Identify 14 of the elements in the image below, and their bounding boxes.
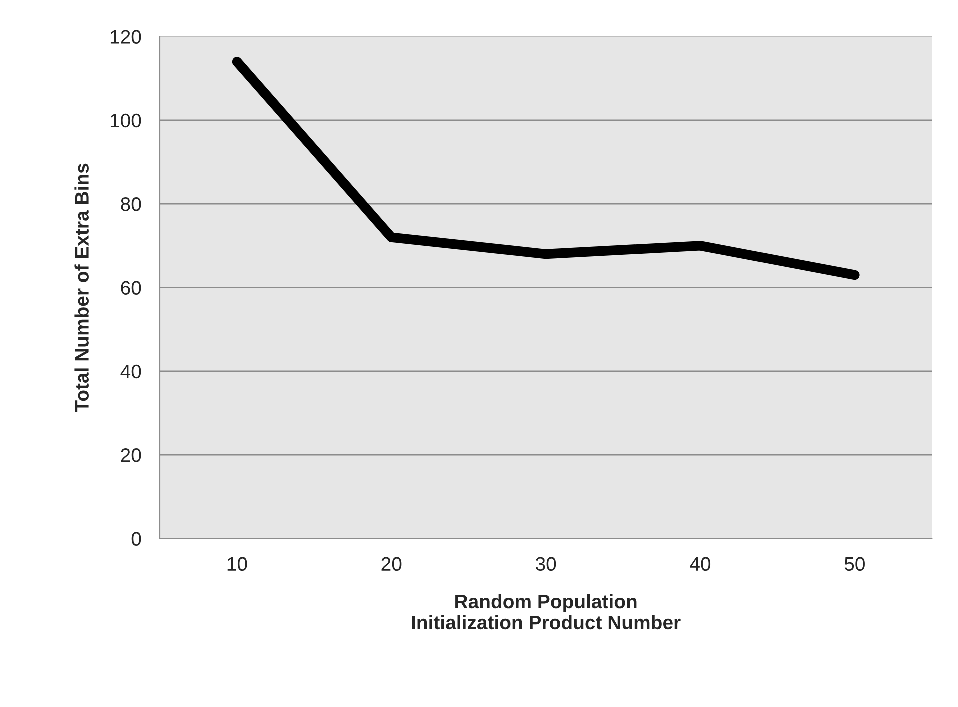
y-tick-label: 20 xyxy=(121,448,142,462)
x-tick-label: 10 xyxy=(228,557,248,572)
y-tick-label: 60 xyxy=(121,281,142,295)
y-tick-label: 100 xyxy=(110,114,142,128)
y-tick-label: 40 xyxy=(120,364,142,379)
y-tick-label: 80 xyxy=(121,198,142,212)
y-tick-label: 0 xyxy=(132,532,142,546)
y-tick-label: 120 xyxy=(110,30,142,44)
x-tick-label: 30 xyxy=(536,557,556,572)
x-axis-title: Random Population Initialization Product Number xyxy=(412,594,681,630)
x-tick-label: 40 xyxy=(690,557,711,572)
x-tick-label: 50 xyxy=(844,557,865,572)
x-tick-label: 20 xyxy=(382,557,402,572)
y-axis-title: Total Number of Extra Bins xyxy=(74,164,89,412)
